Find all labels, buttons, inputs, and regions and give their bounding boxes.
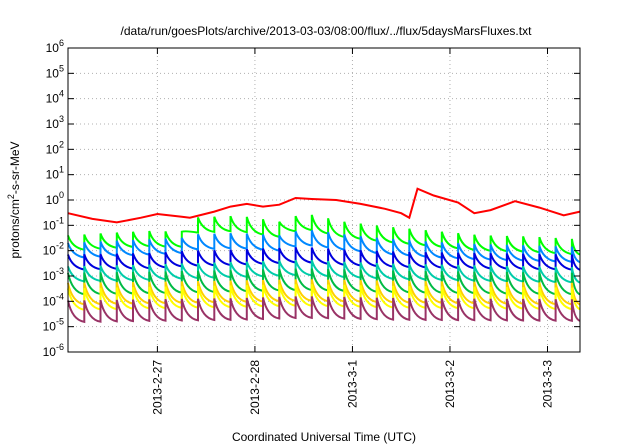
y-tick-label: 102 [46,139,64,156]
y-axis-label-post: -s-sr-MeV [8,141,22,194]
series-line-5 [67,259,581,284]
y-axis-label-sup: 2 [6,194,16,199]
x-tick-label: 2013-3-3 [540,360,554,408]
x-tick-label: 2013-2-27 [150,360,164,415]
y-axis-label-pre: protons/cm [8,199,22,258]
y-tick-label: 100 [46,190,64,207]
x-tick-label: 2013-2-28 [248,360,262,415]
y-tick-label: 10-1 [43,215,64,232]
plot-area [67,187,581,324]
x-tick-label: 2013-3-1 [345,360,359,408]
y-axis-label: protons/cm2-s-sr-MeV [6,141,22,258]
chart-title: /data/run/goesPlots/archive/2013-03-03/0… [121,24,533,38]
series-line-8 [67,284,581,311]
y-tick-label: 104 [46,89,64,106]
series-line-9 [67,296,581,324]
series-line-1 [67,187,581,224]
series-line-6 [67,268,581,296]
y-axis: 10-6 10-5 10-4 10-3 10-2 10-1 100 101 102 103 104 1… [43,38,580,359]
y-tick-label: 10-5 [43,317,64,334]
x-tick-label: 2013-3-2 [443,360,457,408]
y-tick-label: 106 [46,38,64,55]
y-tick-label: 103 [46,114,64,131]
series-line-3 [67,230,581,264]
x-axis: 2013-2-27 2013-2-28 2013-3-1 2013-3-2 2013-3… [150,48,554,415]
series-line-2 [67,214,581,256]
y-tick-label: 10-4 [43,291,64,308]
y-tick-label: 105 [46,63,64,80]
y-tick-label: 10-6 [43,342,64,359]
y-tick-label: 10-2 [43,241,64,258]
y-tick-label: 10-3 [43,266,64,283]
y-tick-label: 101 [46,165,64,182]
x-axis-label: Coordinated Universal Time (UTC) [232,430,416,444]
series-line-4 [67,246,581,271]
